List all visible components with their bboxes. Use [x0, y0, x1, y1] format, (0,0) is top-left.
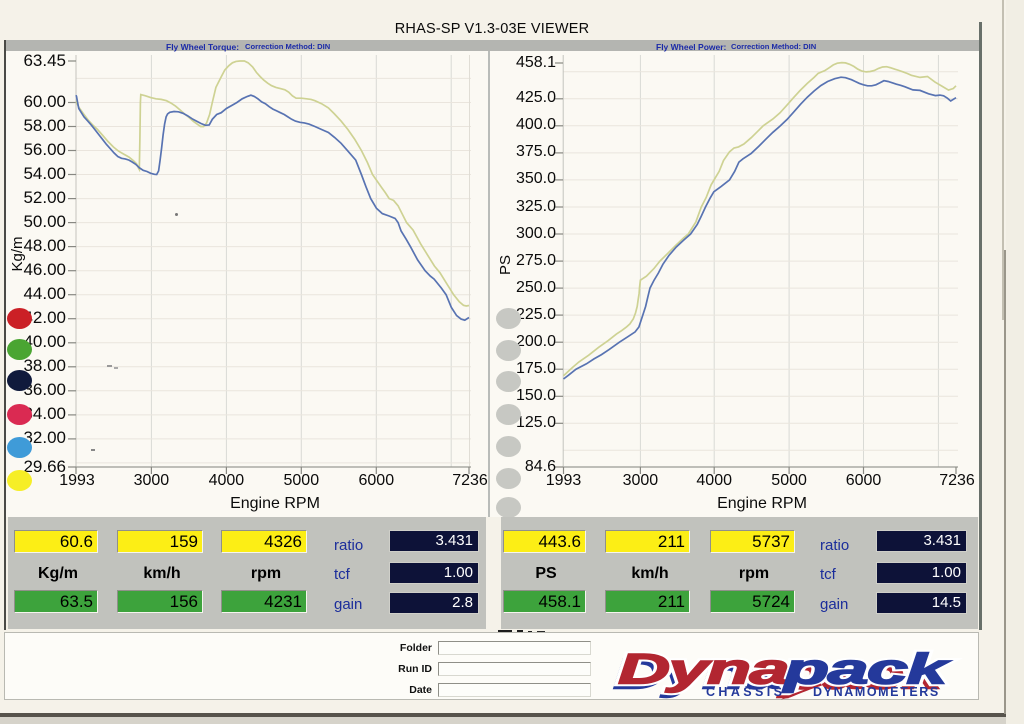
svg-text:Dyna: Dyna — [613, 649, 783, 697]
svg-text:DYNAMOMETERS: DYNAMOMETERS — [813, 685, 940, 699]
svg-text:pack: pack — [782, 644, 952, 692]
svg-text:Dyna: Dyna — [618, 644, 788, 692]
svg-text:CHASSIS: CHASSIS — [706, 685, 785, 699]
svg-text:Dyna: Dyna — [618, 644, 788, 692]
svg-text:pack: pack — [782, 644, 952, 692]
